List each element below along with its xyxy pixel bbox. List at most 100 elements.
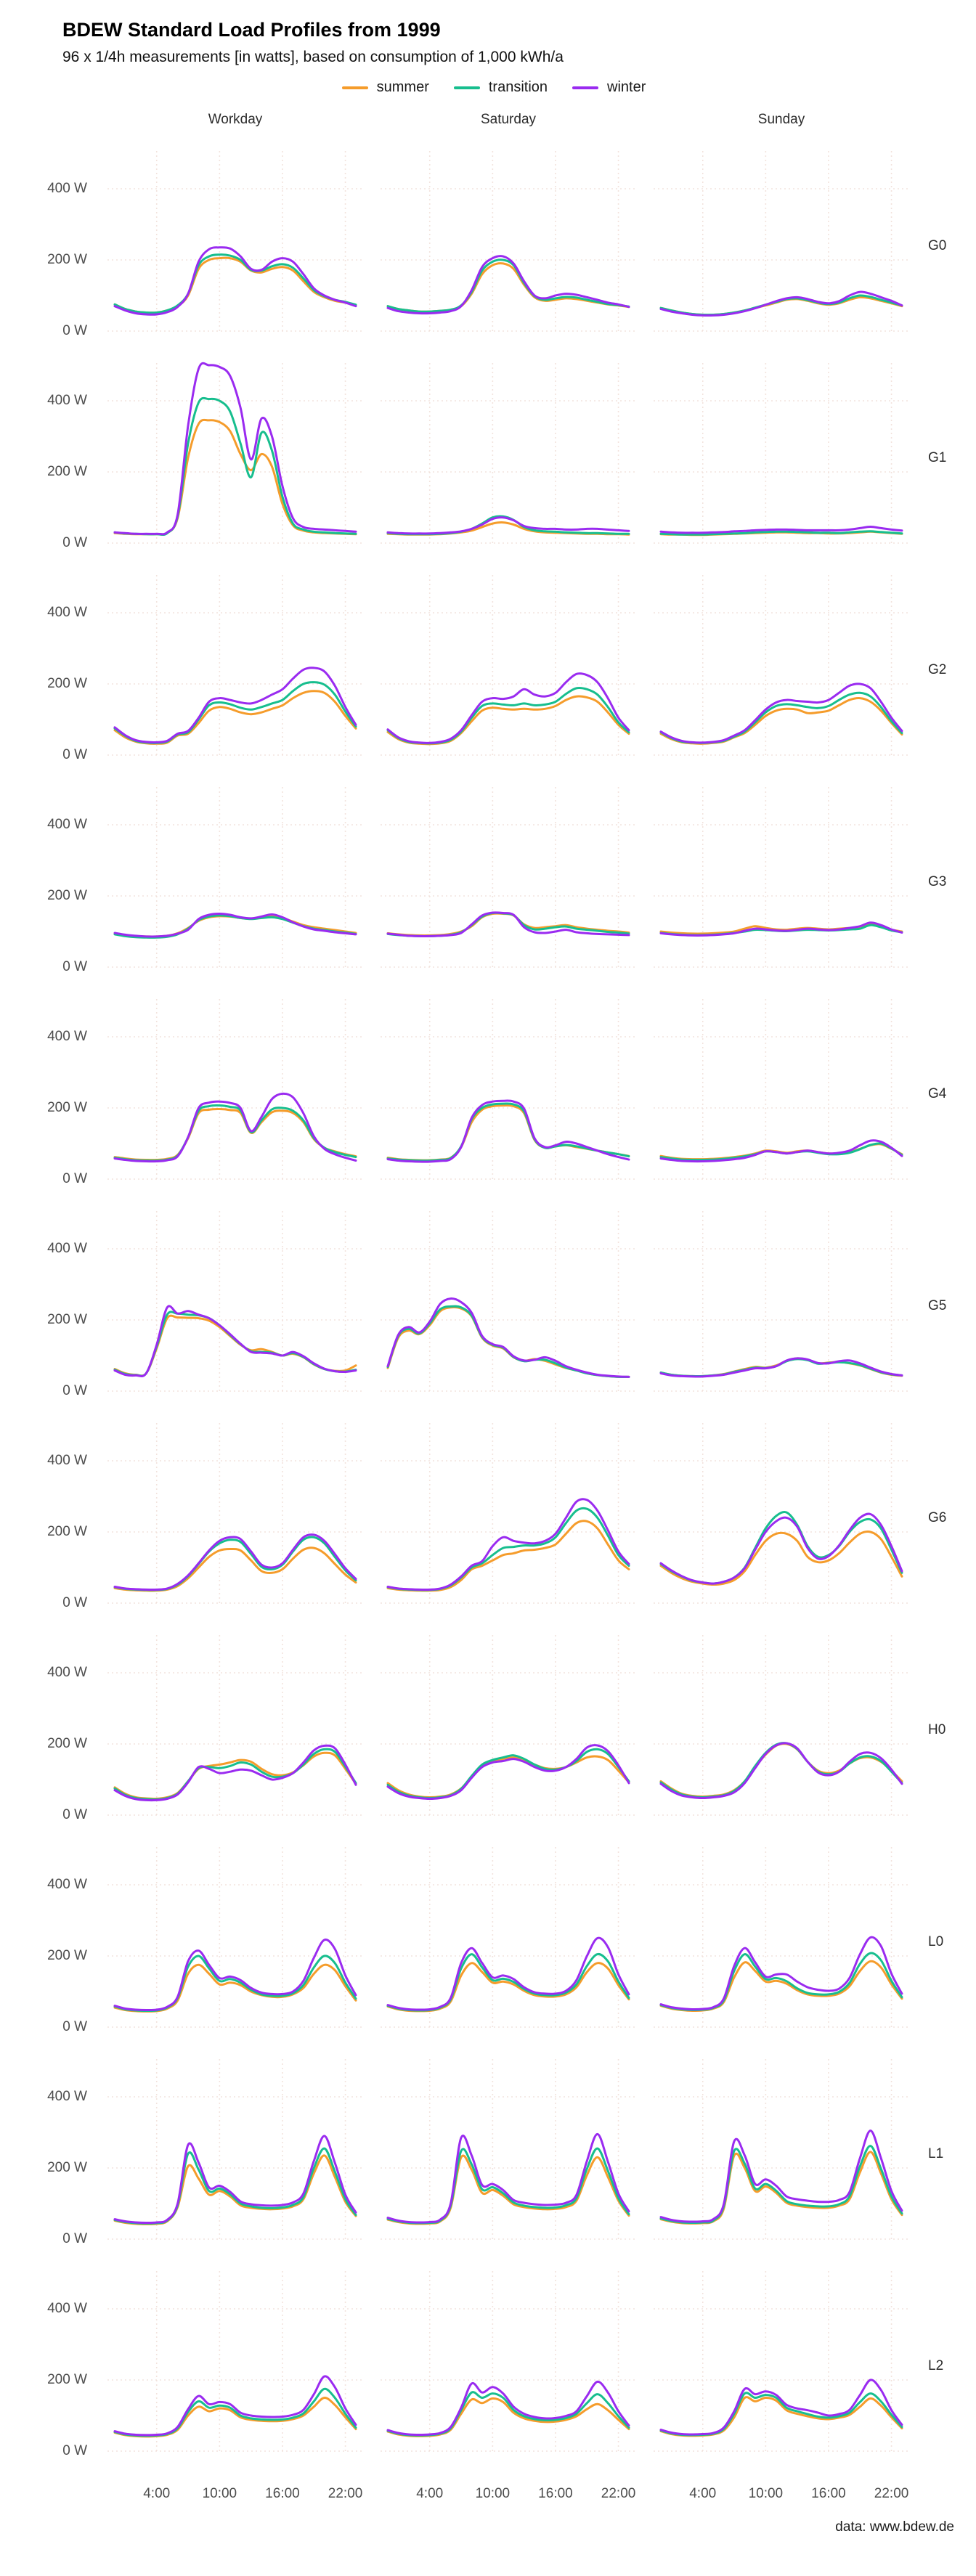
panel-G5-workday [107,1211,363,1392]
y-tick-label: 400 W [47,1241,87,1256]
line-G3-workday-winter [113,913,357,938]
chart-caption: data: www.bdew.de [835,2519,954,2535]
line-L1-saturday-summer [386,2154,630,2225]
facet-row-label-g4: G4 [927,996,970,1192]
panel-G6-saturday [381,1423,636,1604]
facet-row-label-text: H0 [928,1722,946,1737]
panel-L2-workday [107,2271,363,2452]
x-tick-label: 16:00 [265,2486,300,2501]
line-G0-workday-summer [113,256,357,314]
facet-row-label-text: G0 [928,238,947,253]
y-axis-labels-G0: 0 W 200 W 400 W [20,148,90,344]
line-G3-workday-transition [113,914,357,939]
line-L2-workday-transition [113,2387,357,2437]
line-G3-saturday-winter [386,911,630,937]
y-tick-label: 200 W [47,676,87,691]
y-axis-labels-G3: 0 W 200 W 400 W [20,784,90,980]
line-G0-sunday-winter [659,290,903,317]
panel-L2-saturday [381,2271,636,2452]
y-axis-labels-G6: 0 W 200 W 400 W [20,1420,90,1616]
panel-L1-workday [107,2059,363,2240]
line-G5-saturday-transition [386,1305,630,1378]
y-tick-label: 0 W [62,747,87,762]
legend-label-summer: summer [376,79,429,95]
line-G5-sunday-winter [659,1357,903,1378]
panel-G6-workday [107,1423,363,1604]
line-G3-saturday-summer [386,912,630,937]
panel-G3-workday [107,787,363,968]
line-G6-workday-transition [113,1536,357,1591]
line-G2-workday-winter [113,667,357,743]
y-axis-labels-L0: 0 W 200 W 400 W [20,1844,90,2040]
facet-row-label-l1: L1 [927,2056,970,2252]
panel-G1-sunday [654,363,909,544]
line-G0-saturday-winter [386,255,630,315]
x-tick-label: 10:00 [475,2486,511,2501]
transition-line-swatch [453,86,480,89]
facet-row-label-g0: G0 [927,148,970,344]
y-tick-label: 0 W [62,2231,87,2246]
x-tick-label: 10:00 [748,2486,784,2501]
panel-G2-sunday [654,575,909,756]
panel-G3-sunday [654,787,909,968]
line-G6-saturday-summer [386,1520,630,1592]
y-tick-label: 400 W [47,1029,87,1044]
x-tick-label: 22:00 [328,2486,363,2501]
line-G0-saturday-summer [386,262,630,313]
line-G3-sunday-winter [659,921,903,937]
panel-H0-sunday [654,1635,909,1816]
y-tick-label: 200 W [47,1736,87,1751]
y-axis-labels-G2: 0 W 200 W 400 W [20,572,90,768]
panel-G0-sunday [654,151,909,332]
line-G2-saturday-summer [386,695,630,746]
facet-row-label-text: G3 [928,874,947,889]
legend: summer transition winter [20,79,967,96]
y-tick-label: 200 W [47,252,87,267]
summer-line-swatch [341,86,368,89]
line-L0-sunday-summer [659,1960,903,2012]
line-G1-sunday-winter [659,526,903,534]
y-tick-label: 200 W [47,1312,87,1327]
line-G6-saturday-transition [386,1507,630,1591]
line-L2-workday-summer [113,2397,357,2438]
line-L1-saturday-transition [386,2147,630,2225]
y-axis-labels-L2: 0 W 200 W 400 W [20,2268,90,2464]
line-G4-saturday-summer [386,1104,630,1162]
x-tick-label: 10:00 [202,2486,237,2501]
line-L1-sunday-winter [659,2129,903,2223]
panel-L0-saturday [381,1847,636,2028]
y-tick-label: 0 W [62,323,87,338]
y-tick-label: 400 W [47,2301,87,2316]
line-G6-sunday-transition [659,1510,903,1585]
y-tick-label: 400 W [47,393,87,408]
facet-row-label-text: L2 [928,2358,944,2373]
panel-L1-saturday [381,2059,636,2240]
facet-row-label-text: G6 [928,1510,947,1525]
panel-G0-saturday [381,151,636,332]
facet-row-label-text: L1 [928,2146,944,2161]
line-L1-workday-winter [113,2135,357,2225]
facet-row-label-g1: G1 [927,360,970,556]
line-G5-sunday-transition [659,1358,903,1378]
line-H0-workday-transition [113,1748,357,1801]
y-tick-label: 0 W [62,2443,87,2458]
panel-L0-workday [107,1847,363,2028]
x-tick-label: 4:00 [689,2486,717,2501]
line-G2-sunday-winter [659,682,903,744]
y-axis-labels-L1: 0 W 200 W 400 W [20,2056,90,2252]
facet-row-label-text: G4 [928,1086,947,1101]
line-G2-saturday-transition [386,686,630,745]
line-G6-workday-summer [113,1546,357,1592]
y-tick-label: 200 W [47,1524,87,1539]
y-tick-label: 200 W [47,2372,87,2387]
line-L1-sunday-summer [659,2151,903,2225]
line-H0-saturday-winter [386,1744,630,1800]
y-tick-label: 200 W [47,464,87,479]
line-G1-workday-winter [113,362,357,536]
line-G4-workday-winter [113,1092,357,1163]
x-tick-label: 4:00 [143,2486,171,2501]
y-axis-labels-G5: 0 W 200 W 400 W [20,1208,90,1404]
x-tick-label: 16:00 [811,2486,846,2501]
y-tick-label: 400 W [47,2089,87,2104]
line-L0-workday-winter [113,1939,357,2012]
